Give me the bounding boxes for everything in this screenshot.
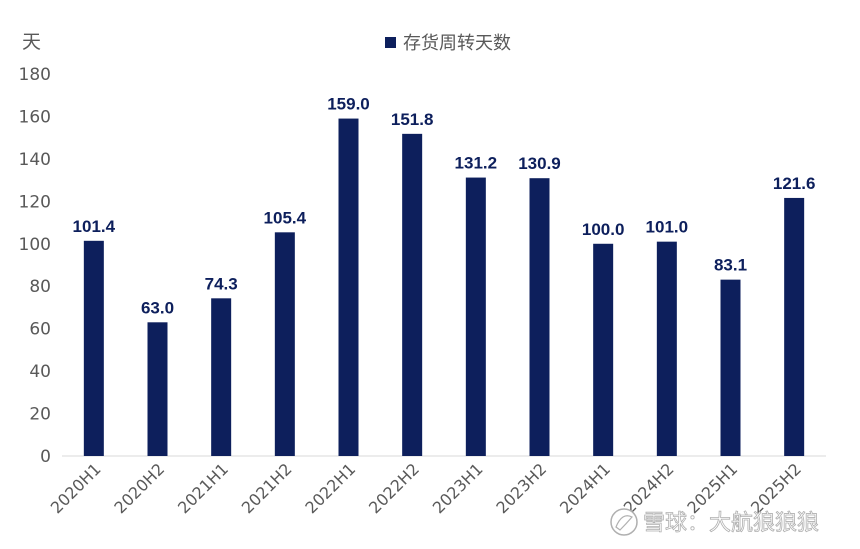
watermark-text: 雪球：大航狼狼狼 [643, 511, 819, 536]
snowball-logo-icon [610, 508, 638, 536]
bar [211, 298, 232, 456]
bar [593, 243, 614, 456]
x-tick-label: 2024H1 [556, 459, 614, 517]
data-label: 151.8 [391, 110, 434, 129]
x-tick-label: 2021H1 [174, 459, 232, 517]
y-axis-unit: 天 [22, 31, 41, 53]
bar [83, 240, 104, 456]
y-tick-label: 120 [19, 192, 51, 212]
bar [465, 177, 486, 456]
x-tick-label: 2023H2 [492, 459, 550, 517]
x-tick-label: 2023H1 [429, 459, 487, 517]
bar [720, 279, 741, 456]
y-tick-label: 60 [29, 320, 51, 340]
x-axis: 2020H1 2020H2 2021H1 2021H2 2022H1 2022H2 2023… [47, 459, 805, 517]
x-tick-label: 2022H1 [301, 459, 359, 517]
y-axis: 0 20 40 60 80 100 120 140 160 180 [19, 65, 51, 467]
x-tick-label: 2025H1 [683, 459, 741, 517]
x-tick-label: 2020H2 [110, 459, 168, 517]
x-tick-label: 2022H2 [365, 459, 423, 517]
data-label: 131.2 [455, 154, 498, 173]
data-label: 63.0 [141, 298, 174, 317]
watermark: 雪球：大航狼狼狼 [610, 508, 819, 536]
bar [784, 197, 805, 456]
data-label: 74.3 [205, 274, 238, 293]
y-tick-label: 160 [19, 107, 51, 127]
bar [338, 118, 359, 457]
x-tick-label: 2025H2 [747, 459, 805, 517]
legend: 存货周转天数 [385, 33, 511, 54]
data-label: 101.4 [73, 217, 116, 236]
data-label: 101.0 [646, 218, 689, 237]
bar [529, 178, 550, 456]
x-tick-label: 2020H1 [47, 459, 105, 517]
data-labels: 101.4 63.0 74.3 105.4 159.0 151.8 131.2 130.9 10… [73, 95, 816, 318]
y-tick-label: 100 [19, 235, 51, 255]
data-label: 83.1 [714, 256, 747, 275]
y-tick-label: 140 [19, 150, 51, 170]
x-tick-label: 2024H2 [620, 459, 678, 517]
bar [402, 133, 423, 456]
data-label: 130.9 [518, 154, 561, 173]
y-tick-label: 0 [40, 447, 51, 467]
bar-series [83, 118, 805, 457]
bar [656, 241, 677, 456]
y-tick-label: 20 [29, 405, 51, 425]
data-label: 100.0 [582, 220, 625, 239]
legend-swatch [385, 37, 396, 48]
data-label: 105.4 [264, 208, 307, 227]
bar [147, 322, 168, 456]
y-tick-label: 180 [19, 65, 51, 85]
y-tick-label: 40 [29, 362, 51, 382]
data-label: 159.0 [327, 95, 370, 114]
y-tick-label: 80 [29, 277, 51, 297]
bar [274, 232, 295, 456]
x-tick-label: 2021H2 [238, 459, 296, 517]
legend-label: 存货周转天数 [403, 33, 511, 54]
data-label: 121.6 [773, 174, 816, 193]
